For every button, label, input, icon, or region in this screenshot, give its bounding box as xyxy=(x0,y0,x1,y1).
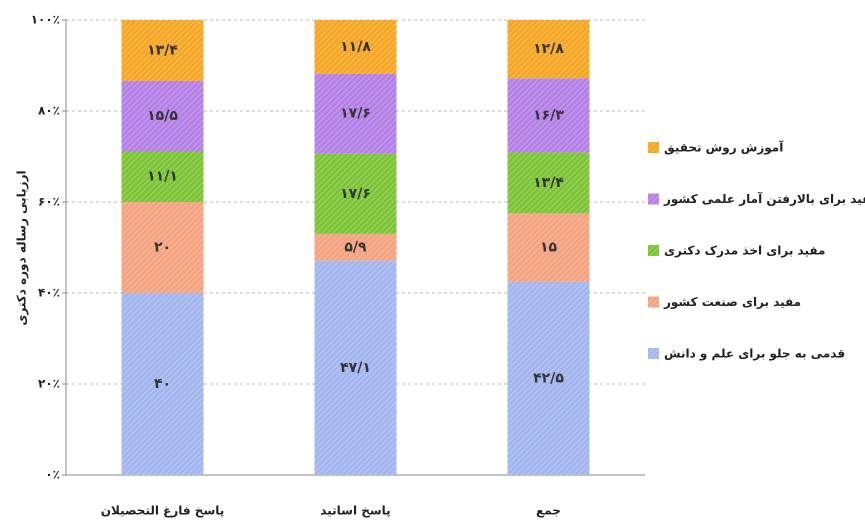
legend-swatch xyxy=(648,296,659,308)
bar-segment xyxy=(507,152,590,214)
bar-segment xyxy=(507,281,590,475)
legend-label: مفید برای بالارفتن آمار علمی کشور xyxy=(663,191,865,207)
bar-segment xyxy=(314,233,397,261)
bar-segment xyxy=(121,293,204,475)
value-label: ۱۱/۱ xyxy=(147,169,178,185)
bar-segment xyxy=(121,20,204,81)
value-label: ۴۷/۱ xyxy=(340,360,371,376)
bar-segment xyxy=(121,151,204,202)
legend-label: مفید برای اخذ مدرک دکتری xyxy=(664,244,825,258)
y-tick-label: ۲۰٪ xyxy=(38,377,60,391)
value-label: ۱۶/۳ xyxy=(533,107,564,123)
value-label: ۱۵/۵ xyxy=(147,108,178,124)
legend-label: آموزش روش تحقیق xyxy=(664,140,784,156)
y-axis-title: ارزیابی رساله دوره دکتری xyxy=(15,170,30,325)
value-label: ۴۰ xyxy=(154,376,171,392)
value-label: ۱۷/۶ xyxy=(340,186,371,202)
value-label: ۱۳/۴ xyxy=(147,42,178,58)
bar-segment xyxy=(507,213,590,282)
bar-segment xyxy=(121,202,204,293)
legend-swatch xyxy=(648,348,659,359)
legend-label: قدمی به جلو برای علم و دانش xyxy=(664,347,845,362)
bar-segment xyxy=(507,20,590,79)
bar-segment xyxy=(314,73,397,154)
bar-segment xyxy=(314,20,397,74)
y-tick-label: ۴۰٪ xyxy=(38,286,60,300)
bar-segment xyxy=(314,260,397,475)
value-label: ۱۷/۶ xyxy=(340,106,371,122)
y-tick-label: ۸۰٪ xyxy=(38,104,60,118)
x-tick-label: جمع xyxy=(536,504,561,518)
value-label: ۱۱/۸ xyxy=(340,39,371,55)
bar-segment xyxy=(507,78,590,153)
legend-swatch xyxy=(648,193,659,205)
y-tick-label: ۱۰۰٪ xyxy=(31,13,60,27)
x-tick-label: پاسخ فارغ التحصیلان xyxy=(101,504,225,518)
legend-swatch xyxy=(648,142,659,153)
x-tick-label: پاسخ اساتید xyxy=(320,504,390,518)
value-label: ۱۵ xyxy=(540,240,558,256)
value-label: ۵/۹ xyxy=(344,239,367,255)
y-tick-label: ۶۰٪ xyxy=(38,195,60,209)
value-label: ۱۳/۴ xyxy=(533,175,564,191)
legend-swatch xyxy=(648,245,659,256)
value-label: ۱۲/۸ xyxy=(533,41,564,57)
bar-segment xyxy=(314,153,397,234)
value-label: ۴۲/۵ xyxy=(533,370,564,386)
value-label: ۲۰ xyxy=(154,240,171,256)
legend-label: مفید برای صنعت کشور xyxy=(663,295,801,310)
bar-segment xyxy=(121,80,204,152)
y-tick-label: ۰٪ xyxy=(45,468,60,482)
